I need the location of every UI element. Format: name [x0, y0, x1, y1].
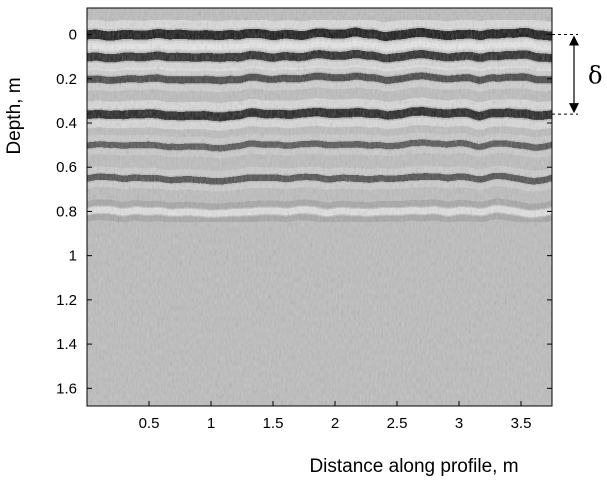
- plot-frame: [86, 7, 553, 407]
- x-tick-label: 2: [331, 415, 339, 432]
- x-tick-label: 2.5: [387, 415, 408, 432]
- y-tick-label: 0.6: [56, 159, 77, 176]
- y-tick-label: 0.4: [56, 115, 77, 132]
- x-tick-label: 1: [207, 415, 215, 432]
- y-axis-label: Depth, m: [4, 77, 25, 154]
- x-tick-label: 3: [455, 415, 463, 432]
- y-tick-label: 1.6: [56, 380, 77, 397]
- x-tick-label: 1.5: [263, 415, 284, 432]
- x-axis-label: Distance along profile, m: [309, 456, 518, 477]
- y-tick-label: 1.4: [56, 336, 77, 353]
- plot-area: [87, 8, 552, 406]
- arrow-up-icon: [569, 35, 579, 46]
- arrow-down-icon: [569, 103, 579, 114]
- delta-annotation: δ: [552, 34, 602, 115]
- noise-texture: [87, 8, 552, 406]
- x-tick-label: 0.5: [139, 415, 160, 432]
- y-tick-label: 1: [69, 248, 77, 265]
- x-axis: 0.5 1 1.5 2 2.5 3 3.5: [139, 401, 532, 432]
- y-tick-label: 0.2: [56, 71, 77, 88]
- x-tick-label: 3.5: [511, 415, 532, 432]
- annotation-label: δ: [588, 61, 602, 89]
- y-tick-label: 0.8: [56, 203, 77, 220]
- y-axis: 0 0.2 0.4 0.6 0.8 1 1.2 1.4 1.6: [56, 27, 552, 397]
- y-tick-label: 0: [69, 27, 77, 44]
- y-tick-label: 1.2: [56, 292, 77, 309]
